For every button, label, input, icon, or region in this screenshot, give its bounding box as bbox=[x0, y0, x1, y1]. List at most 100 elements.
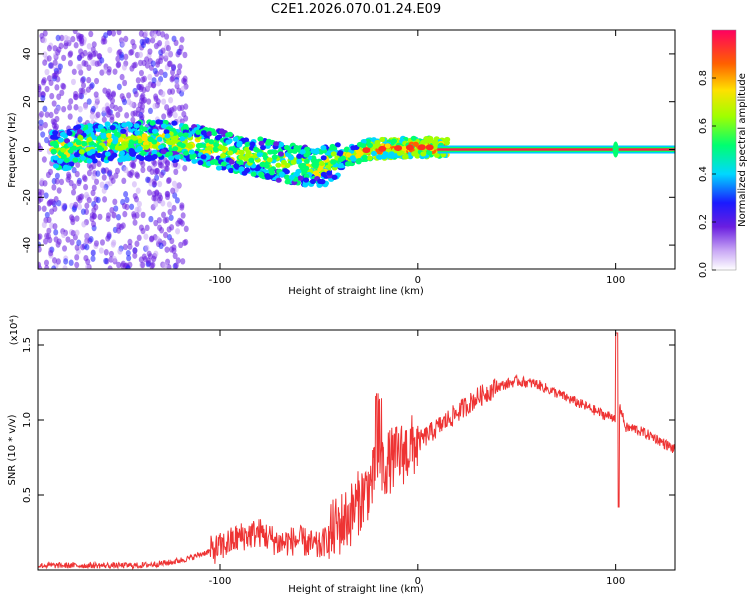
heatmap-cell bbox=[108, 250, 114, 258]
heatmap-cell bbox=[320, 171, 327, 177]
heatmap-cell bbox=[164, 104, 170, 111]
heatmap-cell bbox=[267, 149, 274, 155]
heatmap-cell bbox=[46, 227, 52, 235]
heatmap-cell bbox=[43, 238, 49, 245]
heatmap-cell bbox=[228, 159, 235, 165]
heatmap-cell bbox=[161, 113, 167, 120]
heatmap-cell bbox=[38, 119, 44, 126]
heatmap-cell bbox=[55, 34, 61, 42]
heatmap-cell bbox=[63, 258, 69, 265]
heatmap-cell bbox=[79, 193, 85, 200]
heatmap-cell bbox=[43, 192, 49, 199]
heatmap-cell bbox=[131, 62, 137, 69]
heatmap-cell bbox=[273, 141, 280, 147]
heatmap-cell bbox=[164, 40, 170, 47]
heatmap-cell bbox=[284, 162, 291, 168]
heatmap-cell bbox=[86, 64, 92, 71]
heatmap-cell bbox=[140, 76, 146, 83]
heatmap-cell bbox=[147, 107, 153, 115]
heatmap-cell bbox=[179, 118, 185, 125]
heatmap-cell bbox=[126, 92, 132, 99]
heatmap-cell bbox=[374, 139, 381, 146]
heatmap-cell bbox=[426, 149, 433, 155]
heatmap-cell bbox=[57, 63, 63, 70]
heatmap-cell bbox=[52, 155, 59, 161]
heatmap-cell bbox=[70, 35, 76, 43]
heatmap-cell bbox=[118, 145, 125, 151]
heatmap-cell bbox=[156, 136, 163, 142]
heatmap-cell bbox=[40, 95, 46, 102]
heatmap-cell bbox=[102, 87, 108, 94]
heatmap-cell bbox=[162, 71, 168, 79]
heatmap-cell bbox=[131, 135, 138, 141]
heatmap-cell bbox=[405, 144, 414, 151]
heatmap-cell bbox=[155, 236, 161, 243]
heatmap-cell bbox=[92, 50, 98, 57]
heatmap-cell bbox=[129, 100, 135, 108]
heatmap-cell bbox=[42, 51, 48, 58]
heatmap-cell bbox=[160, 123, 167, 129]
heatmap-cell bbox=[171, 204, 177, 212]
heatmap-cell bbox=[111, 212, 117, 219]
heatmap-cell bbox=[104, 151, 111, 157]
heatmap-cell bbox=[172, 192, 178, 199]
heatmap-cell bbox=[69, 239, 75, 246]
heatmap-cell bbox=[51, 265, 57, 269]
heatmap-cell bbox=[256, 152, 263, 158]
heatmap-cell bbox=[115, 61, 121, 69]
heatmap-cell bbox=[283, 144, 290, 151]
heatmap-cell bbox=[115, 111, 121, 118]
heatmap-cell bbox=[51, 72, 57, 80]
heatmap-cell bbox=[121, 122, 128, 128]
heatmap-cell bbox=[125, 249, 131, 257]
heatmap-cell bbox=[52, 205, 58, 212]
heatmap-cell bbox=[158, 242, 164, 250]
heatmap-cell bbox=[151, 149, 158, 155]
heatmap-cell bbox=[168, 155, 175, 161]
heatmap-cell bbox=[59, 34, 65, 42]
heatmap-cell bbox=[129, 203, 135, 210]
heatmap-cell bbox=[164, 52, 170, 59]
heatmap-cell bbox=[111, 30, 117, 37]
heatmap-cell bbox=[60, 153, 67, 160]
heatmap-cell bbox=[130, 38, 136, 46]
heatmap-cell bbox=[142, 96, 148, 104]
heatmap-cell bbox=[161, 211, 167, 219]
heatmap-cell bbox=[164, 246, 170, 253]
heatmap-cell bbox=[55, 105, 61, 112]
heatmap-cell bbox=[288, 155, 295, 161]
heatmap-cell bbox=[257, 136, 264, 142]
heatmap-cell bbox=[38, 246, 42, 253]
heatmap-cell bbox=[141, 59, 147, 67]
heatmap-cell bbox=[81, 174, 87, 181]
heatmap-cell bbox=[54, 172, 60, 180]
heatmap-cell bbox=[86, 98, 92, 105]
heatmap-cell bbox=[77, 116, 83, 123]
heatmap-cell bbox=[111, 152, 118, 158]
heatmap-cell bbox=[151, 32, 157, 39]
heatmap-cell bbox=[122, 210, 128, 218]
heatmap-cell bbox=[160, 90, 166, 98]
heatmap-cell bbox=[44, 85, 50, 93]
heatmap-cell bbox=[195, 129, 202, 135]
heatmap-cell bbox=[175, 182, 181, 189]
heatmap-cell bbox=[172, 111, 178, 119]
heatmap-cell bbox=[120, 260, 126, 267]
heatmap-cell bbox=[165, 139, 172, 145]
heatmap-cell bbox=[78, 48, 84, 55]
heatmap-cell bbox=[44, 232, 50, 240]
colorbar-tick-label: 0.8 bbox=[698, 70, 709, 86]
heatmap-cell bbox=[161, 98, 167, 105]
heatmap-cell bbox=[124, 155, 131, 162]
heatmap-cell bbox=[67, 113, 73, 120]
heatmap-cell bbox=[433, 152, 440, 158]
heatmap-cell bbox=[396, 150, 403, 156]
heatmap-cell bbox=[378, 145, 387, 152]
heatmap-cell bbox=[68, 98, 74, 105]
heatmap-cell bbox=[135, 77, 141, 84]
heatmap-cell bbox=[86, 158, 93, 164]
heatmap-cell bbox=[107, 155, 114, 162]
heatmap-cell bbox=[103, 257, 109, 265]
heatmap-cell bbox=[139, 38, 145, 46]
snr-ticks: -100 0 100 0.5 1.0 1.5 bbox=[22, 330, 675, 587]
